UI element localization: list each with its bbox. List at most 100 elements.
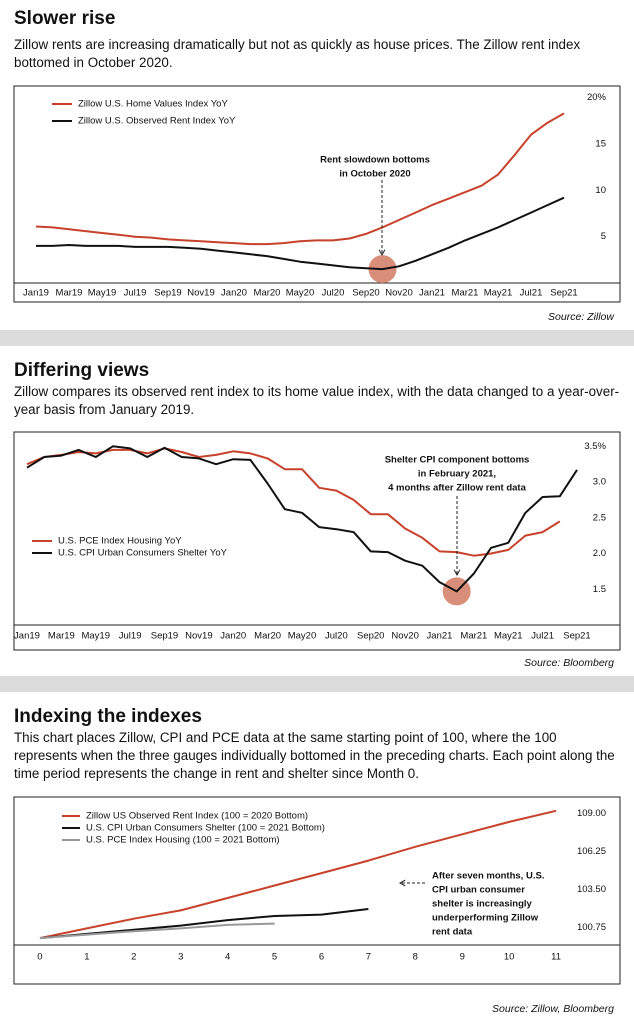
annotation: 4 months after Zillow rent data xyxy=(388,483,526,494)
chart-title: Differing views xyxy=(14,360,150,381)
source: Source: Zillow, Bloomberg xyxy=(492,1003,614,1015)
x-tick-label: Jul20 xyxy=(325,631,348,642)
y-tick-label: 100.75 xyxy=(577,922,606,933)
annotation: CPI urban consumer xyxy=(432,885,525,896)
source: Source: Zillow xyxy=(548,311,614,323)
legend-label: Zillow US Observed Rent Index (100 = 202… xyxy=(86,811,308,822)
series-line xyxy=(26,447,561,557)
x-tick-label: May19 xyxy=(81,631,110,642)
x-tick-label: 2 xyxy=(131,952,136,963)
x-tick-label: Nov19 xyxy=(187,288,214,299)
x-tick-label: 6 xyxy=(319,952,324,963)
annotation: shelter is increasingly xyxy=(432,899,533,910)
x-tick-label: Nov19 xyxy=(185,631,212,642)
y-tick-label: 109.00 xyxy=(577,808,606,819)
y-tick-label: 2.5 xyxy=(593,512,606,523)
y-tick-label: 15 xyxy=(595,138,606,149)
legend-label: U.S. PCE Index Housing YoY xyxy=(58,536,182,547)
series-line xyxy=(39,809,557,940)
x-tick-label: Jul19 xyxy=(119,631,142,642)
x-tick-label: Sep21 xyxy=(563,631,590,642)
x-tick-label: Jul21 xyxy=(520,288,543,299)
legend-label: U.S. CPI Urban Consumers Shelter (100 = … xyxy=(86,823,325,834)
series-line xyxy=(35,112,565,246)
x-tick-label: 0 xyxy=(37,952,42,963)
annotation: Shelter CPI component bottoms xyxy=(385,455,530,466)
arrow-head xyxy=(398,879,406,887)
x-tick-label: 1 xyxy=(84,952,89,963)
x-tick-label: Mar19 xyxy=(56,288,83,299)
x-tick-label: May20 xyxy=(288,631,317,642)
x-tick-label: Mar20 xyxy=(254,631,281,642)
legend-label: Zillow U.S. Home Values Index YoY xyxy=(78,99,228,110)
annotation: Rent slowdown bottoms xyxy=(320,155,430,166)
separator xyxy=(0,676,634,692)
x-tick-label: Jan21 xyxy=(419,288,445,299)
y-tick-label: 103.50 xyxy=(577,884,606,895)
chart-subtitle: Zillow rents are increasing dramatically… xyxy=(14,37,581,70)
chart-frame xyxy=(13,431,621,651)
y-tick-label: 3.0 xyxy=(593,477,606,488)
chart-title: Indexing the indexes xyxy=(14,706,202,727)
y-tick-label: 2.0 xyxy=(593,548,606,559)
legend-label: Zillow U.S. Observed Rent Index YoY xyxy=(78,116,236,127)
x-tick-label: Mar21 xyxy=(460,631,487,642)
x-tick-label: Sep19 xyxy=(151,631,178,642)
annotation: in October 2020 xyxy=(339,169,410,180)
chart-frame xyxy=(13,85,621,303)
x-tick-label: 8 xyxy=(413,952,418,963)
chart: 0 1 2 3 4 5 6 7 8 9 10 11 100.75 103.50 106.25 109.00 Zi… xyxy=(13,796,621,985)
x-tick-label: Mar19 xyxy=(48,631,75,642)
x-tick-label: Sep20 xyxy=(357,631,384,642)
x-tick-label: Jul19 xyxy=(124,288,147,299)
chart-frame xyxy=(13,796,621,985)
x-tick-label: Mar21 xyxy=(452,288,479,299)
series-line xyxy=(26,445,578,593)
x-tick-label: 3 xyxy=(178,952,183,963)
x-tick-label: May21 xyxy=(494,631,523,642)
chart-subtitle: Zillow compares its observed rent index … xyxy=(14,384,620,417)
legend-label: U.S. PCE Index Housing (100 = 2021 Botto… xyxy=(86,835,280,846)
y-tick-label: 5 xyxy=(601,231,606,242)
annotation: After seven months, U.S. xyxy=(432,871,544,882)
x-tick-label: Mar20 xyxy=(254,288,281,299)
x-tick-label: Jan19 xyxy=(23,288,49,299)
x-tick-label: Jan19 xyxy=(14,631,40,642)
annotation: in February 2021, xyxy=(418,469,496,480)
annotation: rent data xyxy=(432,927,473,938)
x-tick-label: 7 xyxy=(366,952,371,963)
y-tick-label: 10 xyxy=(595,185,606,196)
chart: Jan19 Mar19 May19 Jul19 Sep19 Nov19 Jan20 Mar20… xyxy=(13,85,621,303)
x-tick-label: Jan20 xyxy=(220,631,246,642)
legend-label: U.S. CPI Urban Consumers Shelter YoY xyxy=(58,548,228,559)
arrow-head xyxy=(378,249,386,257)
chart: Jan19 Mar19 May19 Jul19 Sep19 Nov19 Jan20 Mar20… xyxy=(13,431,621,651)
x-tick-label: Jul21 xyxy=(531,631,554,642)
x-tick-label: Sep19 xyxy=(154,288,181,299)
x-tick-label: Jul20 xyxy=(322,288,345,299)
x-tick-label: 4 xyxy=(225,952,230,963)
x-tick-label: Jan21 xyxy=(427,631,453,642)
x-tick-label: 10 xyxy=(504,952,515,963)
x-tick-label: Sep20 xyxy=(352,288,379,299)
x-tick-label: May19 xyxy=(88,288,117,299)
series-line xyxy=(39,922,275,940)
x-tick-label: 9 xyxy=(460,952,465,963)
y-tick-label: 106.25 xyxy=(577,846,606,857)
x-tick-label: Jan20 xyxy=(221,288,247,299)
x-tick-label: Nov20 xyxy=(385,288,412,299)
x-tick-label: Nov20 xyxy=(391,631,418,642)
x-tick-label: May21 xyxy=(484,288,513,299)
y-tick-label: 20% xyxy=(587,92,607,103)
chart-title: Slower rise xyxy=(14,8,116,29)
annotation: underperforming Zillow xyxy=(432,913,539,924)
chart-subtitle: This chart places Zillow, CPI and PCE da… xyxy=(14,730,615,781)
x-tick-label: 5 xyxy=(272,952,277,963)
source: Source: Bloomberg xyxy=(524,657,614,669)
arrow-head xyxy=(453,569,461,577)
y-tick-label: 1.5 xyxy=(593,584,606,595)
separator xyxy=(0,330,634,346)
series-line xyxy=(36,196,565,271)
x-tick-label: Sep21 xyxy=(550,288,577,299)
